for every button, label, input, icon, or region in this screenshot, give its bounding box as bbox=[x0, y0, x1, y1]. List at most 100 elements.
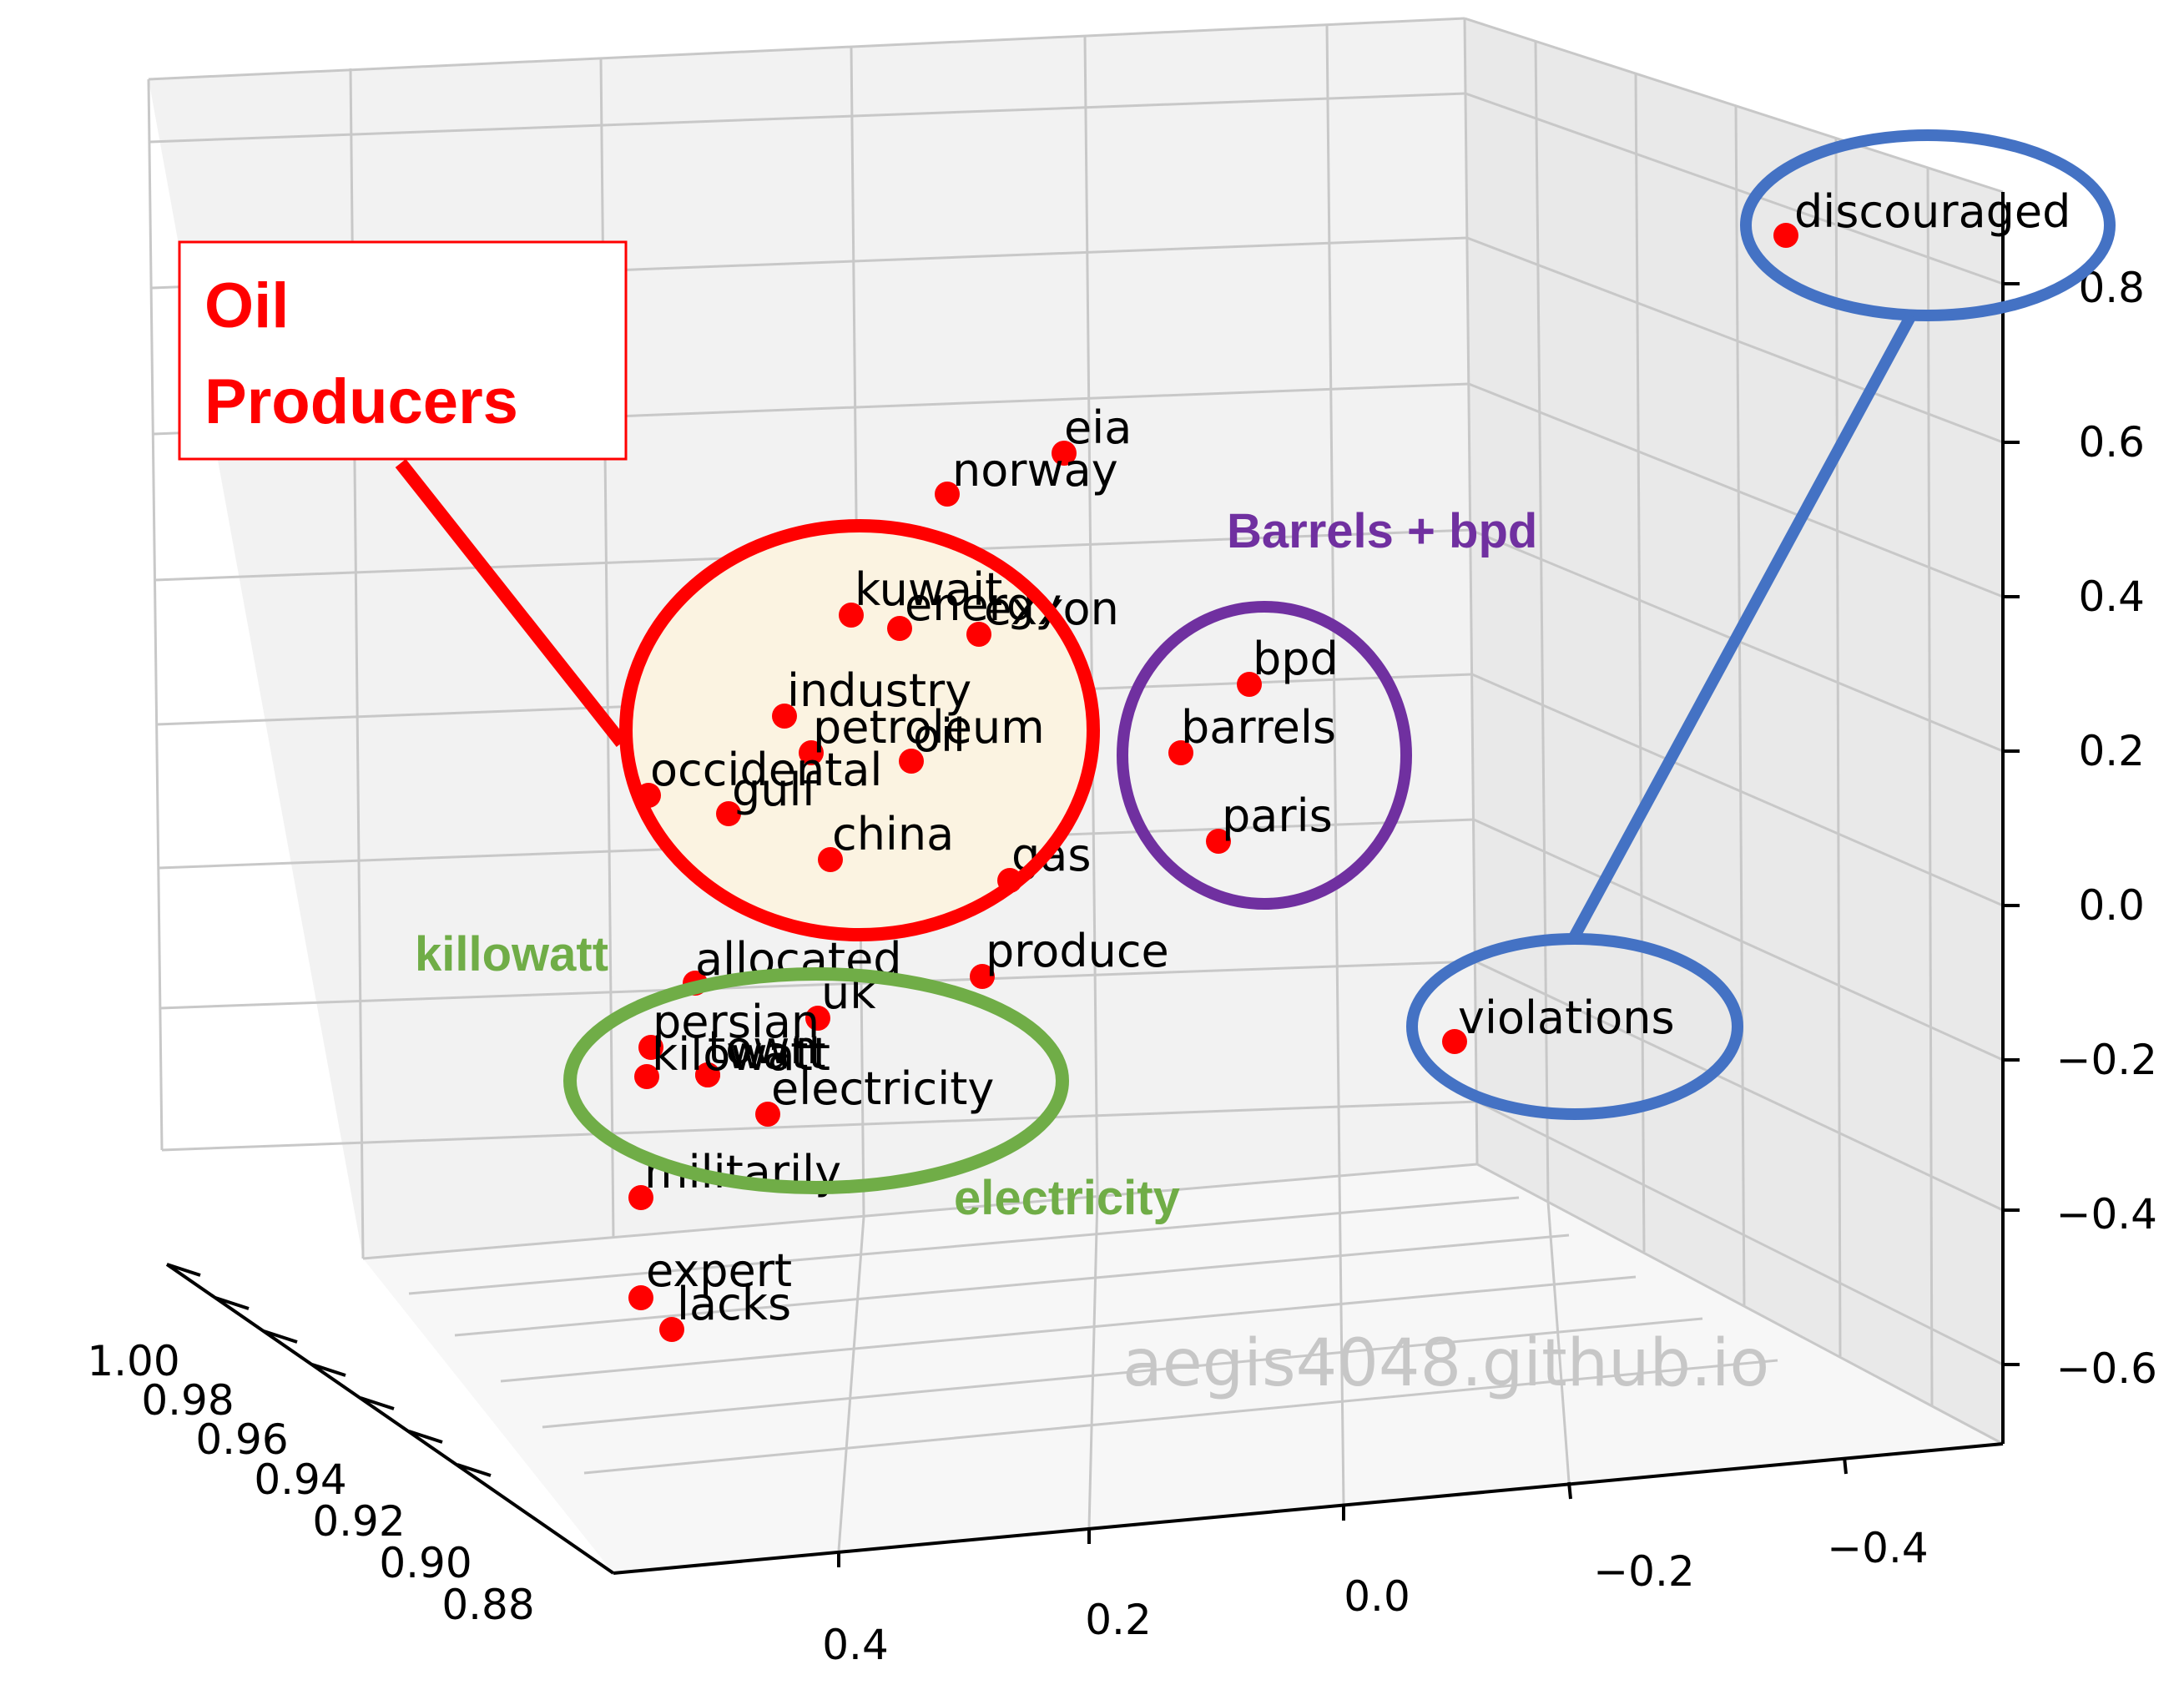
tick-marks bbox=[166, 282, 2020, 1567]
oil-producers-label: Producers bbox=[204, 366, 518, 437]
data-label-lacks: lacks bbox=[677, 1278, 791, 1330]
y-tick-label: 0.0 bbox=[1344, 1572, 1410, 1621]
data-point-violations bbox=[1442, 1029, 1467, 1054]
tick-mark bbox=[456, 1463, 492, 1477]
z-tick-label: 0.6 bbox=[2078, 418, 2145, 467]
data-label-oil: oil bbox=[913, 709, 966, 762]
grid-line bbox=[1476, 1100, 2004, 1366]
grid-line bbox=[1926, 166, 1934, 1407]
pane-edge bbox=[148, 17, 1465, 81]
y-tick-label: 0.2 bbox=[1085, 1596, 1152, 1644]
grid-line bbox=[1734, 104, 1746, 1307]
x-tick-label: 0.98 bbox=[141, 1376, 234, 1425]
tick-mark bbox=[1567, 1481, 1572, 1500]
data-point-industry bbox=[772, 704, 797, 729]
data-point-oil bbox=[899, 749, 924, 774]
data-point-petroleum bbox=[799, 740, 824, 765]
grid-line bbox=[1468, 382, 2004, 598]
data-label-norway: norway bbox=[952, 444, 1118, 497]
data-label-occidental: occidental bbox=[650, 744, 882, 796]
z-tick-labels: 0.8 0.6 0.4 0.2 0.0 −0.2 −0.4 −0.6 bbox=[2056, 264, 2157, 1393]
tick-mark bbox=[263, 1329, 298, 1344]
data-label-electricity: electricity bbox=[771, 1062, 994, 1115]
electricity-ellipse bbox=[563, 967, 1069, 1194]
tick-mark bbox=[214, 1296, 250, 1310]
axes bbox=[165, 192, 2005, 1575]
y-tick-label: −0.4 bbox=[1827, 1524, 1928, 1572]
z-tick-label: 0.0 bbox=[2078, 881, 2145, 930]
oil-producers-box bbox=[178, 240, 628, 461]
watermark: aegis4048.github.io bbox=[1122, 1326, 1769, 1401]
pane-edge bbox=[362, 1163, 1478, 1260]
grid-line bbox=[1834, 137, 1842, 1357]
data-label-kilowatt: kilowatt bbox=[652, 1028, 830, 1081]
data-label-paris: paris bbox=[1222, 790, 1333, 842]
grid-line bbox=[1325, 24, 1341, 1178]
tick-mark bbox=[1843, 1456, 1848, 1475]
grid-line bbox=[1473, 818, 2004, 1062]
data-label-barrels: barrels bbox=[1181, 701, 1336, 754]
z-tick-label: −0.6 bbox=[2056, 1344, 2157, 1393]
discouraged-ellipse bbox=[1740, 129, 2116, 321]
data-label-produce: produce bbox=[986, 925, 1169, 977]
data-label-town: town bbox=[708, 1022, 819, 1074]
electricity-label: electricity bbox=[954, 1171, 1180, 1225]
x-axis-line bbox=[165, 1263, 615, 1575]
grid-line bbox=[159, 960, 1476, 1010]
data-point-china bbox=[818, 847, 843, 872]
oil-producers-label: Oil bbox=[204, 270, 289, 341]
grid-line bbox=[1083, 36, 1099, 1198]
grid-line bbox=[500, 1275, 1637, 1383]
data-point-uk bbox=[805, 1006, 830, 1031]
data-point-kilowatt bbox=[634, 1064, 659, 1089]
grid-line bbox=[161, 1100, 1478, 1152]
z-tick-label: −0.4 bbox=[2056, 1190, 2157, 1239]
data-point-expert bbox=[628, 1285, 653, 1310]
z-tick-label: 0.4 bbox=[2078, 573, 2145, 621]
z-tick-label: −0.2 bbox=[2056, 1036, 2157, 1084]
data-label-china: china bbox=[832, 808, 954, 860]
data-labels: discouragedeianorwaykuwaitenergyexxonind… bbox=[644, 185, 2071, 1330]
data-point-norway bbox=[935, 482, 960, 507]
data-point-paris bbox=[1206, 829, 1231, 854]
data-point-kuwait bbox=[839, 603, 864, 628]
pane-edge bbox=[147, 78, 164, 1151]
data-point-exxon bbox=[966, 622, 991, 647]
data-label-expert: expert bbox=[646, 1244, 792, 1297]
data-label-discouraged: discouraged bbox=[1794, 185, 2071, 238]
y-tick-label: 0.4 bbox=[822, 1621, 889, 1669]
tick-mark bbox=[408, 1430, 443, 1444]
data-point-militarily bbox=[628, 1185, 653, 1210]
x-tick-label: 1.00 bbox=[87, 1337, 179, 1385]
data-label-bpd: bpd bbox=[1253, 633, 1339, 685]
tick-mark bbox=[311, 1363, 346, 1377]
grid-line bbox=[1471, 673, 2004, 907]
killowatt-label: killowatt bbox=[415, 927, 608, 981]
pane-edge bbox=[1476, 1163, 2004, 1445]
grid-line bbox=[837, 1216, 865, 1551]
data-point-watt bbox=[695, 1062, 720, 1087]
grid-line bbox=[149, 92, 1466, 144]
data-point-produce bbox=[970, 964, 995, 989]
data-label-eia: eia bbox=[1064, 401, 1132, 454]
grid-line bbox=[1465, 92, 2004, 285]
annotations: Oil Producers Barrels + bpd killowatt el… bbox=[178, 129, 2116, 1225]
x-tick-labels: 1.00 0.98 0.96 0.94 0.92 0.90 0.88 bbox=[87, 1337, 534, 1629]
data-label-gulf: gulf bbox=[732, 764, 820, 816]
data-label-persian: persian bbox=[653, 996, 820, 1048]
data-point-gulf bbox=[716, 801, 741, 826]
pane-edge bbox=[1464, 17, 2004, 194]
data-label-violations: violations bbox=[1458, 991, 1675, 1044]
x-tick-label: 0.96 bbox=[195, 1415, 288, 1464]
grid-line bbox=[408, 1196, 1520, 1295]
y-axis-line bbox=[613, 1442, 2004, 1575]
data-label-industry: industry bbox=[787, 664, 971, 717]
floor-pane bbox=[363, 1164, 2003, 1573]
data-point-electricity bbox=[755, 1102, 780, 1127]
data-label-watt: watt bbox=[726, 1027, 826, 1079]
oil-producers-pointer bbox=[395, 459, 628, 747]
z-tick-label: 0.2 bbox=[2078, 727, 2145, 775]
y-tick-label: −0.2 bbox=[1593, 1547, 1694, 1596]
grid-line bbox=[1087, 1196, 1099, 1528]
